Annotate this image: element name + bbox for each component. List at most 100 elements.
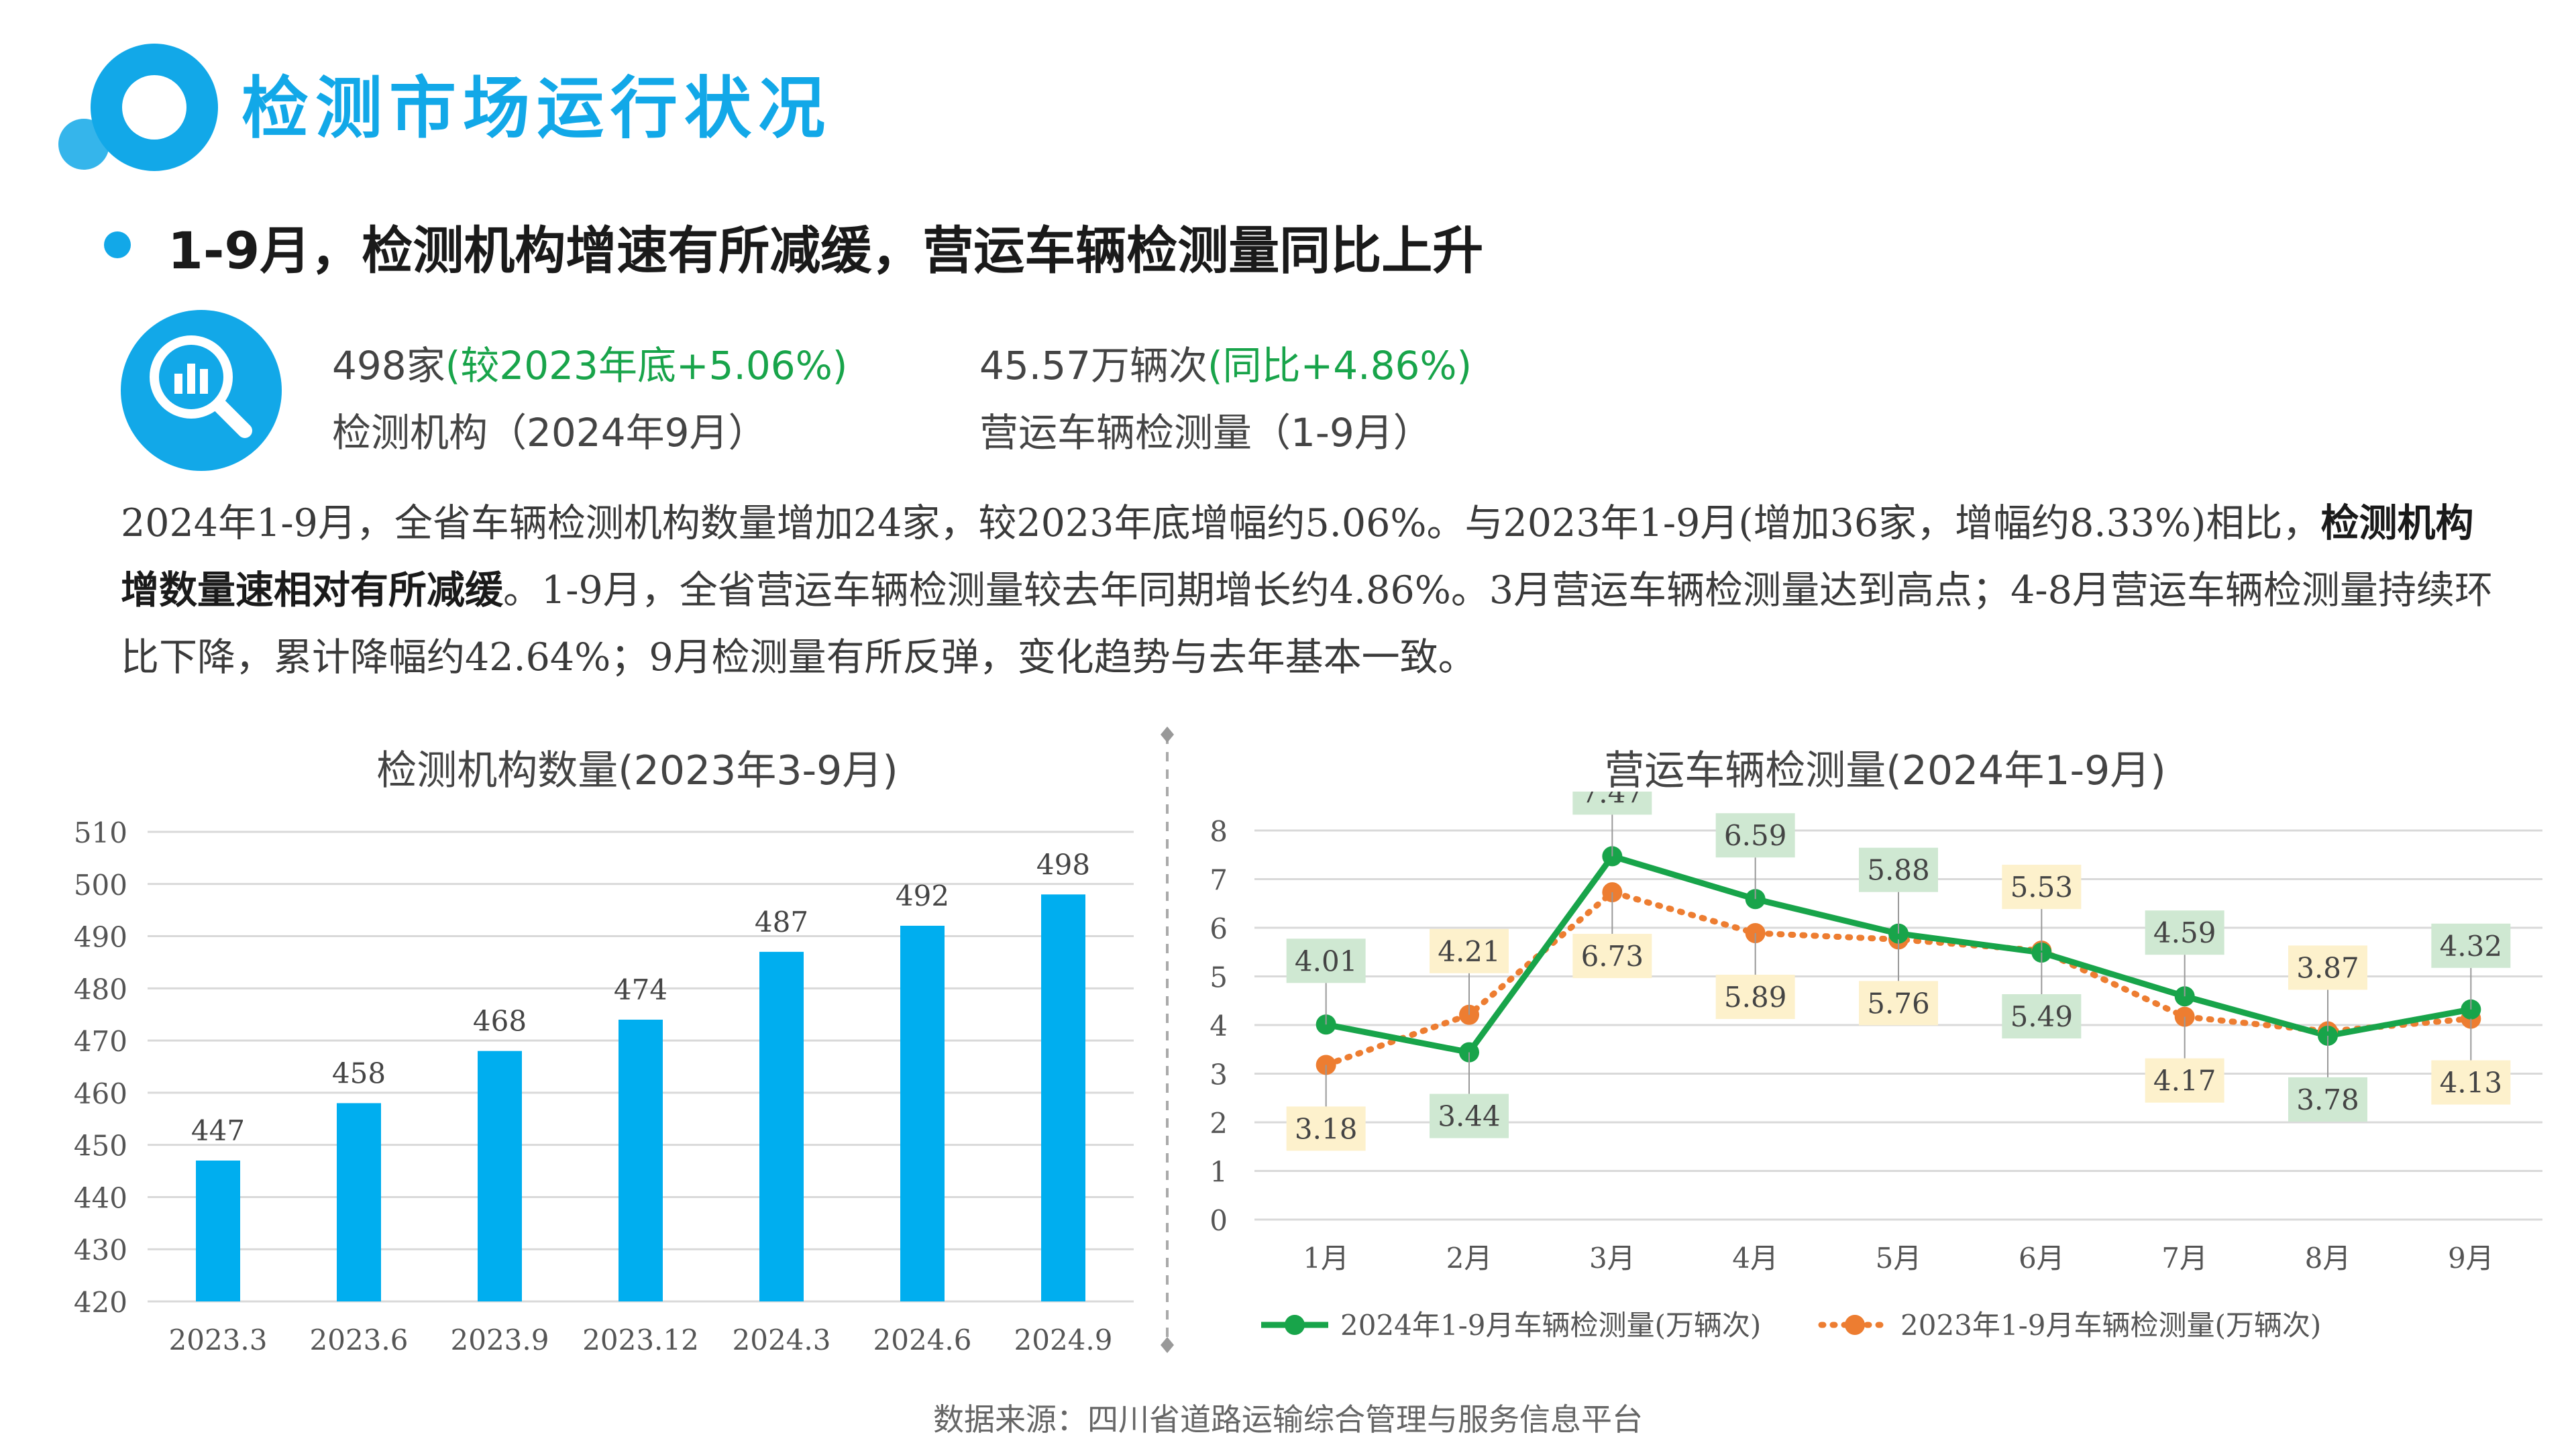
stat-inspections-value: 45.57万辆次 <box>979 343 1208 388</box>
data-label-2024: 7.47 <box>1581 792 1644 809</box>
data-label-2024: 3.44 <box>1438 1100 1501 1133</box>
y-tick-label: 490 <box>74 921 127 954</box>
stat-institutions: 498家(较2023年底+5.06%) <box>332 334 847 390</box>
bar-data-label: 487 <box>755 906 808 938</box>
x-tick-label: 4月 <box>1732 1242 1778 1275</box>
data-label-2023: 6.73 <box>1581 940 1644 973</box>
y-tick-label: 6 <box>1210 912 1228 945</box>
data-label-2023: 3.18 <box>1295 1112 1358 1145</box>
data-label-2023: 5.89 <box>1724 981 1787 1014</box>
point-2023 <box>1745 922 1766 943</box>
y-tick-label: 500 <box>74 869 127 902</box>
bar <box>337 1103 381 1301</box>
point-2023 <box>1602 882 1623 903</box>
x-tick-label: 3月 <box>1589 1242 1635 1275</box>
y-tick-label: 8 <box>1210 815 1228 848</box>
point-2024 <box>1459 1042 1479 1063</box>
bar <box>196 1161 240 1301</box>
section-subtitle: 1-9月，检测机构增速有所减缓，营运车辆检测量同比上升 <box>168 221 1484 280</box>
data-label-2024-box <box>1715 813 1795 858</box>
y-tick-label: 4 <box>1210 1010 1228 1042</box>
summary-part-2: 。1-9月，全省营运车辆检测量较去年同期增长约4.86%。3月营运车辆检测量达到… <box>121 568 2493 680</box>
data-label-2023-box <box>1430 928 1509 973</box>
data-label-2023-box <box>2145 1058 2224 1103</box>
stat-institutions-label: 检测机构（2024年9月） <box>332 410 767 455</box>
bar <box>478 1051 522 1301</box>
bar <box>900 926 945 1301</box>
data-label-2023-box <box>1859 981 1938 1026</box>
data-label-2024: 6.59 <box>1724 819 1787 852</box>
x-tick-label: 2023.9 <box>451 1324 549 1356</box>
data-label-2024-box <box>2002 994 2082 1038</box>
data-label-2023: 5.53 <box>2010 871 2074 904</box>
data-label-2024: 4.59 <box>2153 916 2216 949</box>
data-label-2023-box <box>2002 865 2082 910</box>
data-label-2024-box <box>1286 938 1366 983</box>
stat-institutions-value: 498家 <box>332 343 445 388</box>
data-label-2023: 4.21 <box>1438 935 1501 968</box>
summary-emphasis: 检测机构增数量速相对有所减缓 <box>121 501 2474 612</box>
x-tick-label: 2024.9 <box>1014 1324 1113 1356</box>
line-chart: 0 1 2 3 4 5 6 7 8 1月 2月 3月 4月 5月 6月 7月 8月 9月 4.01 3.44 7.47 6… <box>1210 792 2542 1342</box>
legend-entry: 2023年1-9月车辆检测量(万辆次) <box>1900 1309 2321 1342</box>
bar-data-label: 458 <box>332 1057 386 1089</box>
y-tick-label: 510 <box>74 816 127 849</box>
bar-data-label: 447 <box>191 1114 245 1147</box>
y-tick-label: 430 <box>74 1234 127 1267</box>
bar <box>1041 894 1085 1301</box>
y-tick-label: 460 <box>74 1077 127 1110</box>
data-label-2024-box <box>1859 847 1938 892</box>
data-label-2023-box <box>1286 1106 1366 1151</box>
bullet-icon <box>104 231 131 258</box>
line-chart-title: 营运车辆检测量(2024年1-9月) <box>1604 747 2166 794</box>
legend-entry: 2024年1-9月车辆检测量(万辆次) <box>1340 1309 1761 1342</box>
bar-chart-title: 检测机构数量(2023年3-9月) <box>376 747 898 794</box>
x-tick-label: 7月 <box>2161 1242 2208 1275</box>
magnifier-chart-icon <box>121 310 282 471</box>
data-label-2024-box <box>1430 1093 1509 1138</box>
x-tick-label: 2月 <box>1446 1242 1493 1275</box>
point-2024 <box>2031 942 2052 963</box>
legend-swatch-marker <box>1285 1315 1305 1335</box>
x-tick-label: 1月 <box>1303 1242 1349 1275</box>
point-2024 <box>1602 846 1623 867</box>
y-tick-label: 480 <box>74 973 127 1006</box>
y-tick-label: 3 <box>1210 1059 1228 1091</box>
data-label-2023: 5.76 <box>1867 987 1930 1020</box>
summary-paragraph: 2024年1-9月，全省车辆检测机构数量增加24家，较2023年底增幅约5.06… <box>121 490 2496 691</box>
data-label-2024: 3.78 <box>2296 1083 2359 1116</box>
point-2024 <box>2318 1025 2338 1046</box>
bar-chart: 420 430 440 450 460 470 480 490 500 510 447 2023.3 4… <box>74 816 1134 1356</box>
x-tick-label: 9月 <box>2448 1242 2494 1275</box>
data-label-2023: 4.17 <box>2153 1065 2216 1097</box>
bar-data-label: 498 <box>1036 848 1090 881</box>
x-tick-label: 6月 <box>2019 1242 2065 1275</box>
x-tick-label: 5月 <box>1876 1242 1922 1275</box>
data-label-2023-box <box>1715 974 1795 1019</box>
data-label-2023: 4.13 <box>2440 1067 2503 1099</box>
y-tick-label: 5 <box>1210 961 1228 994</box>
chart-divider <box>1161 727 1174 1353</box>
data-label-2024: 4.32 <box>2440 930 2503 963</box>
point-2024 <box>2461 999 2481 1020</box>
y-tick-label: 1 <box>1210 1156 1228 1189</box>
y-tick-label: 470 <box>74 1025 127 1058</box>
y-tick-label: 440 <box>74 1181 127 1214</box>
stat-inspections-change: (同比+4.86%) <box>1208 343 1472 388</box>
data-label-2024: 4.01 <box>1295 945 1358 977</box>
data-label-2024-box <box>1572 792 1652 815</box>
data-source: 数据来源：四川省道路运输综合管理与服务信息平台 <box>933 1401 1643 1438</box>
point-2024 <box>1316 1014 1336 1035</box>
stat-inspections-label: 营运车辆检测量（1-9月） <box>979 410 1432 455</box>
y-tick-label: 420 <box>74 1286 127 1319</box>
y-tick-label: 7 <box>1210 864 1228 897</box>
x-tick-label: 2023.3 <box>169 1324 268 1356</box>
point-2023 <box>1459 1004 1479 1025</box>
x-tick-label: 2024.3 <box>733 1324 831 1356</box>
data-label-2024: 5.88 <box>1867 854 1930 887</box>
y-tick-label: 2 <box>1210 1107 1228 1140</box>
page-title: 检测市场运行状况 <box>241 69 832 148</box>
data-label-2023-box <box>2431 1060 2511 1105</box>
brand-logo <box>57 44 231 178</box>
x-tick-label: 8月 <box>2305 1242 2351 1275</box>
